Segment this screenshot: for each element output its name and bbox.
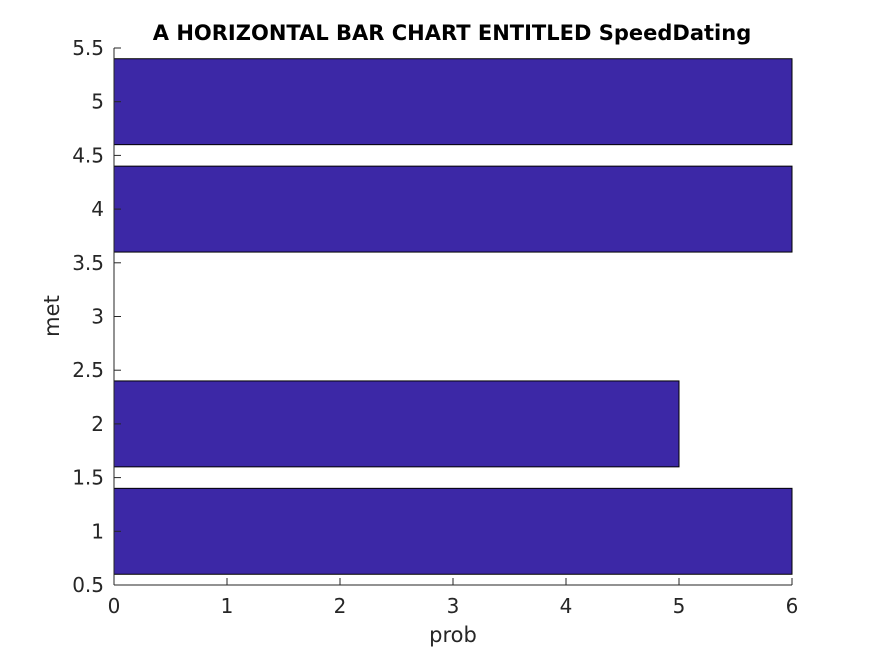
bar-met-1 [113, 487, 793, 575]
y-tick-label: 0.5 [72, 573, 104, 597]
x-axis-label: prob [429, 623, 477, 647]
x-tick-label: 1 [221, 594, 234, 618]
bar-met-2 [113, 380, 680, 468]
y-tick-label: 3.5 [72, 251, 104, 275]
y-tick-label: 4 [91, 197, 104, 221]
x-tick-label: 3 [447, 594, 460, 618]
bar-met-5 [113, 58, 793, 146]
x-tick-label: 0 [108, 594, 121, 618]
y-tick-label: 5.5 [72, 36, 104, 60]
chart-title: A HORIZONTAL BAR CHART ENTITLED SpeedDat… [153, 21, 751, 45]
y-tick-label: 4.5 [72, 143, 104, 167]
y-tick-label: 1 [91, 519, 104, 543]
y-tick-label: 2 [91, 412, 104, 436]
y-axis-label: met [40, 295, 64, 337]
bar-met-4 [113, 165, 793, 253]
x-tick-label: 5 [673, 594, 686, 618]
y-tick-label: 2.5 [72, 358, 104, 382]
y-tick-label: 3 [91, 305, 104, 329]
x-tick-label: 2 [334, 594, 347, 618]
bars-layer [113, 58, 793, 575]
y-tick-label: 5 [91, 90, 104, 114]
x-tick-label: 6 [786, 594, 799, 618]
x-tick-label: 4 [560, 594, 573, 618]
ticks-layer: 0 1 2 3 4 5 6 0.5 1 1.5 2 2.5 3 3.5 4 4.5 5 5.5 [72, 36, 798, 618]
y-tick-label: 1.5 [72, 466, 104, 490]
